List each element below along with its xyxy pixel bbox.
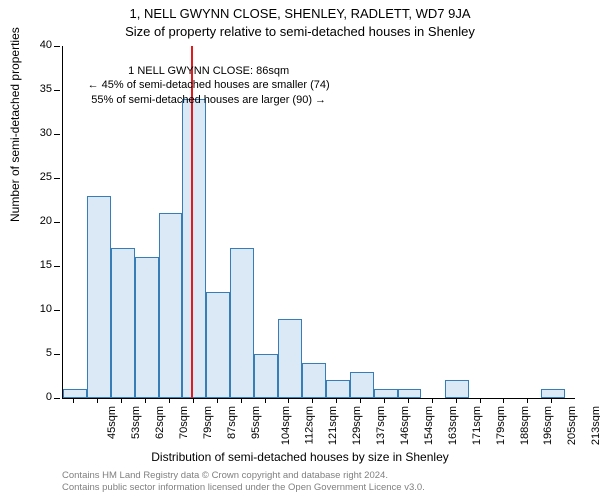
x-tick-label: 137sqm xyxy=(375,406,387,445)
histogram-bar xyxy=(326,380,350,398)
histogram-bar xyxy=(541,389,565,398)
x-tick-label: 146sqm xyxy=(399,406,411,445)
chart-title-line2: Size of property relative to semi-detach… xyxy=(0,24,600,39)
y-tick-label: 5 xyxy=(12,347,52,359)
x-tick-label: 70sqm xyxy=(178,406,190,439)
x-tick xyxy=(217,398,218,403)
x-tick xyxy=(97,398,98,403)
x-tick-label: 112sqm xyxy=(303,406,315,444)
x-tick-label: 163sqm xyxy=(447,406,459,445)
x-tick xyxy=(527,398,528,403)
annotation-line1: 1 NELL GWYNN CLOSE: 86sqm xyxy=(88,64,330,79)
x-tick xyxy=(169,398,170,403)
y-tick xyxy=(54,222,60,223)
x-tick xyxy=(193,398,194,403)
y-tick xyxy=(54,46,60,47)
x-tick xyxy=(241,398,242,403)
footer-line2: Contains public sector information licen… xyxy=(62,482,425,494)
y-tick-label: 10 xyxy=(12,303,52,315)
footer-line1: Contains HM Land Registry data © Crown c… xyxy=(62,470,425,482)
y-axis-label: Number of semi-detached properties xyxy=(8,27,22,222)
histogram-bar xyxy=(87,196,111,398)
histogram-bar xyxy=(445,380,469,398)
x-tick xyxy=(265,398,266,403)
x-tick xyxy=(288,398,289,403)
histogram-bar xyxy=(111,248,135,398)
y-tick-label: 20 xyxy=(12,215,52,227)
histogram-bar xyxy=(254,354,278,398)
y-tick xyxy=(54,398,60,399)
x-tick xyxy=(408,398,409,403)
x-tick xyxy=(360,398,361,403)
x-tick-label: 179sqm xyxy=(495,406,507,445)
x-tick-label: 121sqm xyxy=(328,406,340,445)
x-tick xyxy=(312,398,313,403)
histogram-bar xyxy=(63,389,87,398)
x-tick xyxy=(456,398,457,403)
x-tick-label: 79sqm xyxy=(202,406,214,439)
x-tick-label: 171sqm xyxy=(471,406,483,445)
x-tick xyxy=(480,398,481,403)
y-tick-label: 30 xyxy=(12,127,52,139)
y-tick-label: 15 xyxy=(12,259,52,271)
histogram-bar xyxy=(230,248,254,398)
histogram-bar xyxy=(278,319,302,398)
x-tick-label: 62sqm xyxy=(154,406,166,439)
x-tick-label: 205sqm xyxy=(566,406,578,445)
histogram-bar xyxy=(182,99,206,398)
annotation-line2: ← 45% of semi-detached houses are smalle… xyxy=(88,78,330,93)
y-tick xyxy=(54,178,60,179)
x-tick xyxy=(336,398,337,403)
x-tick-label: 104sqm xyxy=(280,406,292,445)
y-tick-label: 0 xyxy=(12,391,52,403)
x-tick-label: 196sqm xyxy=(543,406,555,445)
histogram-bar xyxy=(159,213,183,398)
x-axis-label: Distribution of semi-detached houses by … xyxy=(0,450,600,464)
histogram-bar xyxy=(206,292,230,398)
y-tick xyxy=(54,134,60,135)
histogram-bar xyxy=(135,257,159,398)
histogram-bar xyxy=(398,389,422,398)
footer-text: Contains HM Land Registry data © Crown c… xyxy=(62,470,425,494)
y-tick-label: 40 xyxy=(12,39,52,51)
x-tick xyxy=(551,398,552,403)
y-tick xyxy=(54,310,60,311)
x-tick-label: 154sqm xyxy=(423,406,435,445)
x-tick-label: 129sqm xyxy=(351,406,363,445)
x-tick xyxy=(384,398,385,403)
x-tick xyxy=(503,398,504,403)
x-tick xyxy=(73,398,74,403)
x-tick-label: 188sqm xyxy=(519,406,531,445)
x-tick-label: 53sqm xyxy=(130,406,142,439)
histogram-bar xyxy=(374,389,398,398)
y-tick-label: 25 xyxy=(12,171,52,183)
y-tick xyxy=(54,90,60,91)
x-tick xyxy=(432,398,433,403)
y-tick-label: 35 xyxy=(12,83,52,95)
histogram-bar xyxy=(302,363,326,398)
y-tick xyxy=(54,354,60,355)
x-tick-label: 87sqm xyxy=(226,406,238,439)
x-tick-label: 45sqm xyxy=(106,406,118,439)
x-tick-label: 213sqm xyxy=(590,406,600,445)
annotation-line3: 55% of semi-detached houses are larger (… xyxy=(88,93,330,108)
x-tick-label: 95sqm xyxy=(250,406,262,439)
chart-container: 1, NELL GWYNN CLOSE, SHENLEY, RADLETT, W… xyxy=(0,0,600,500)
annotation-box: 1 NELL GWYNN CLOSE: 86sqm ← 45% of semi-… xyxy=(88,64,330,109)
chart-title-line1: 1, NELL GWYNN CLOSE, SHENLEY, RADLETT, W… xyxy=(0,6,600,21)
x-tick xyxy=(121,398,122,403)
y-tick xyxy=(54,266,60,267)
histogram-bar xyxy=(350,372,374,398)
x-tick xyxy=(145,398,146,403)
